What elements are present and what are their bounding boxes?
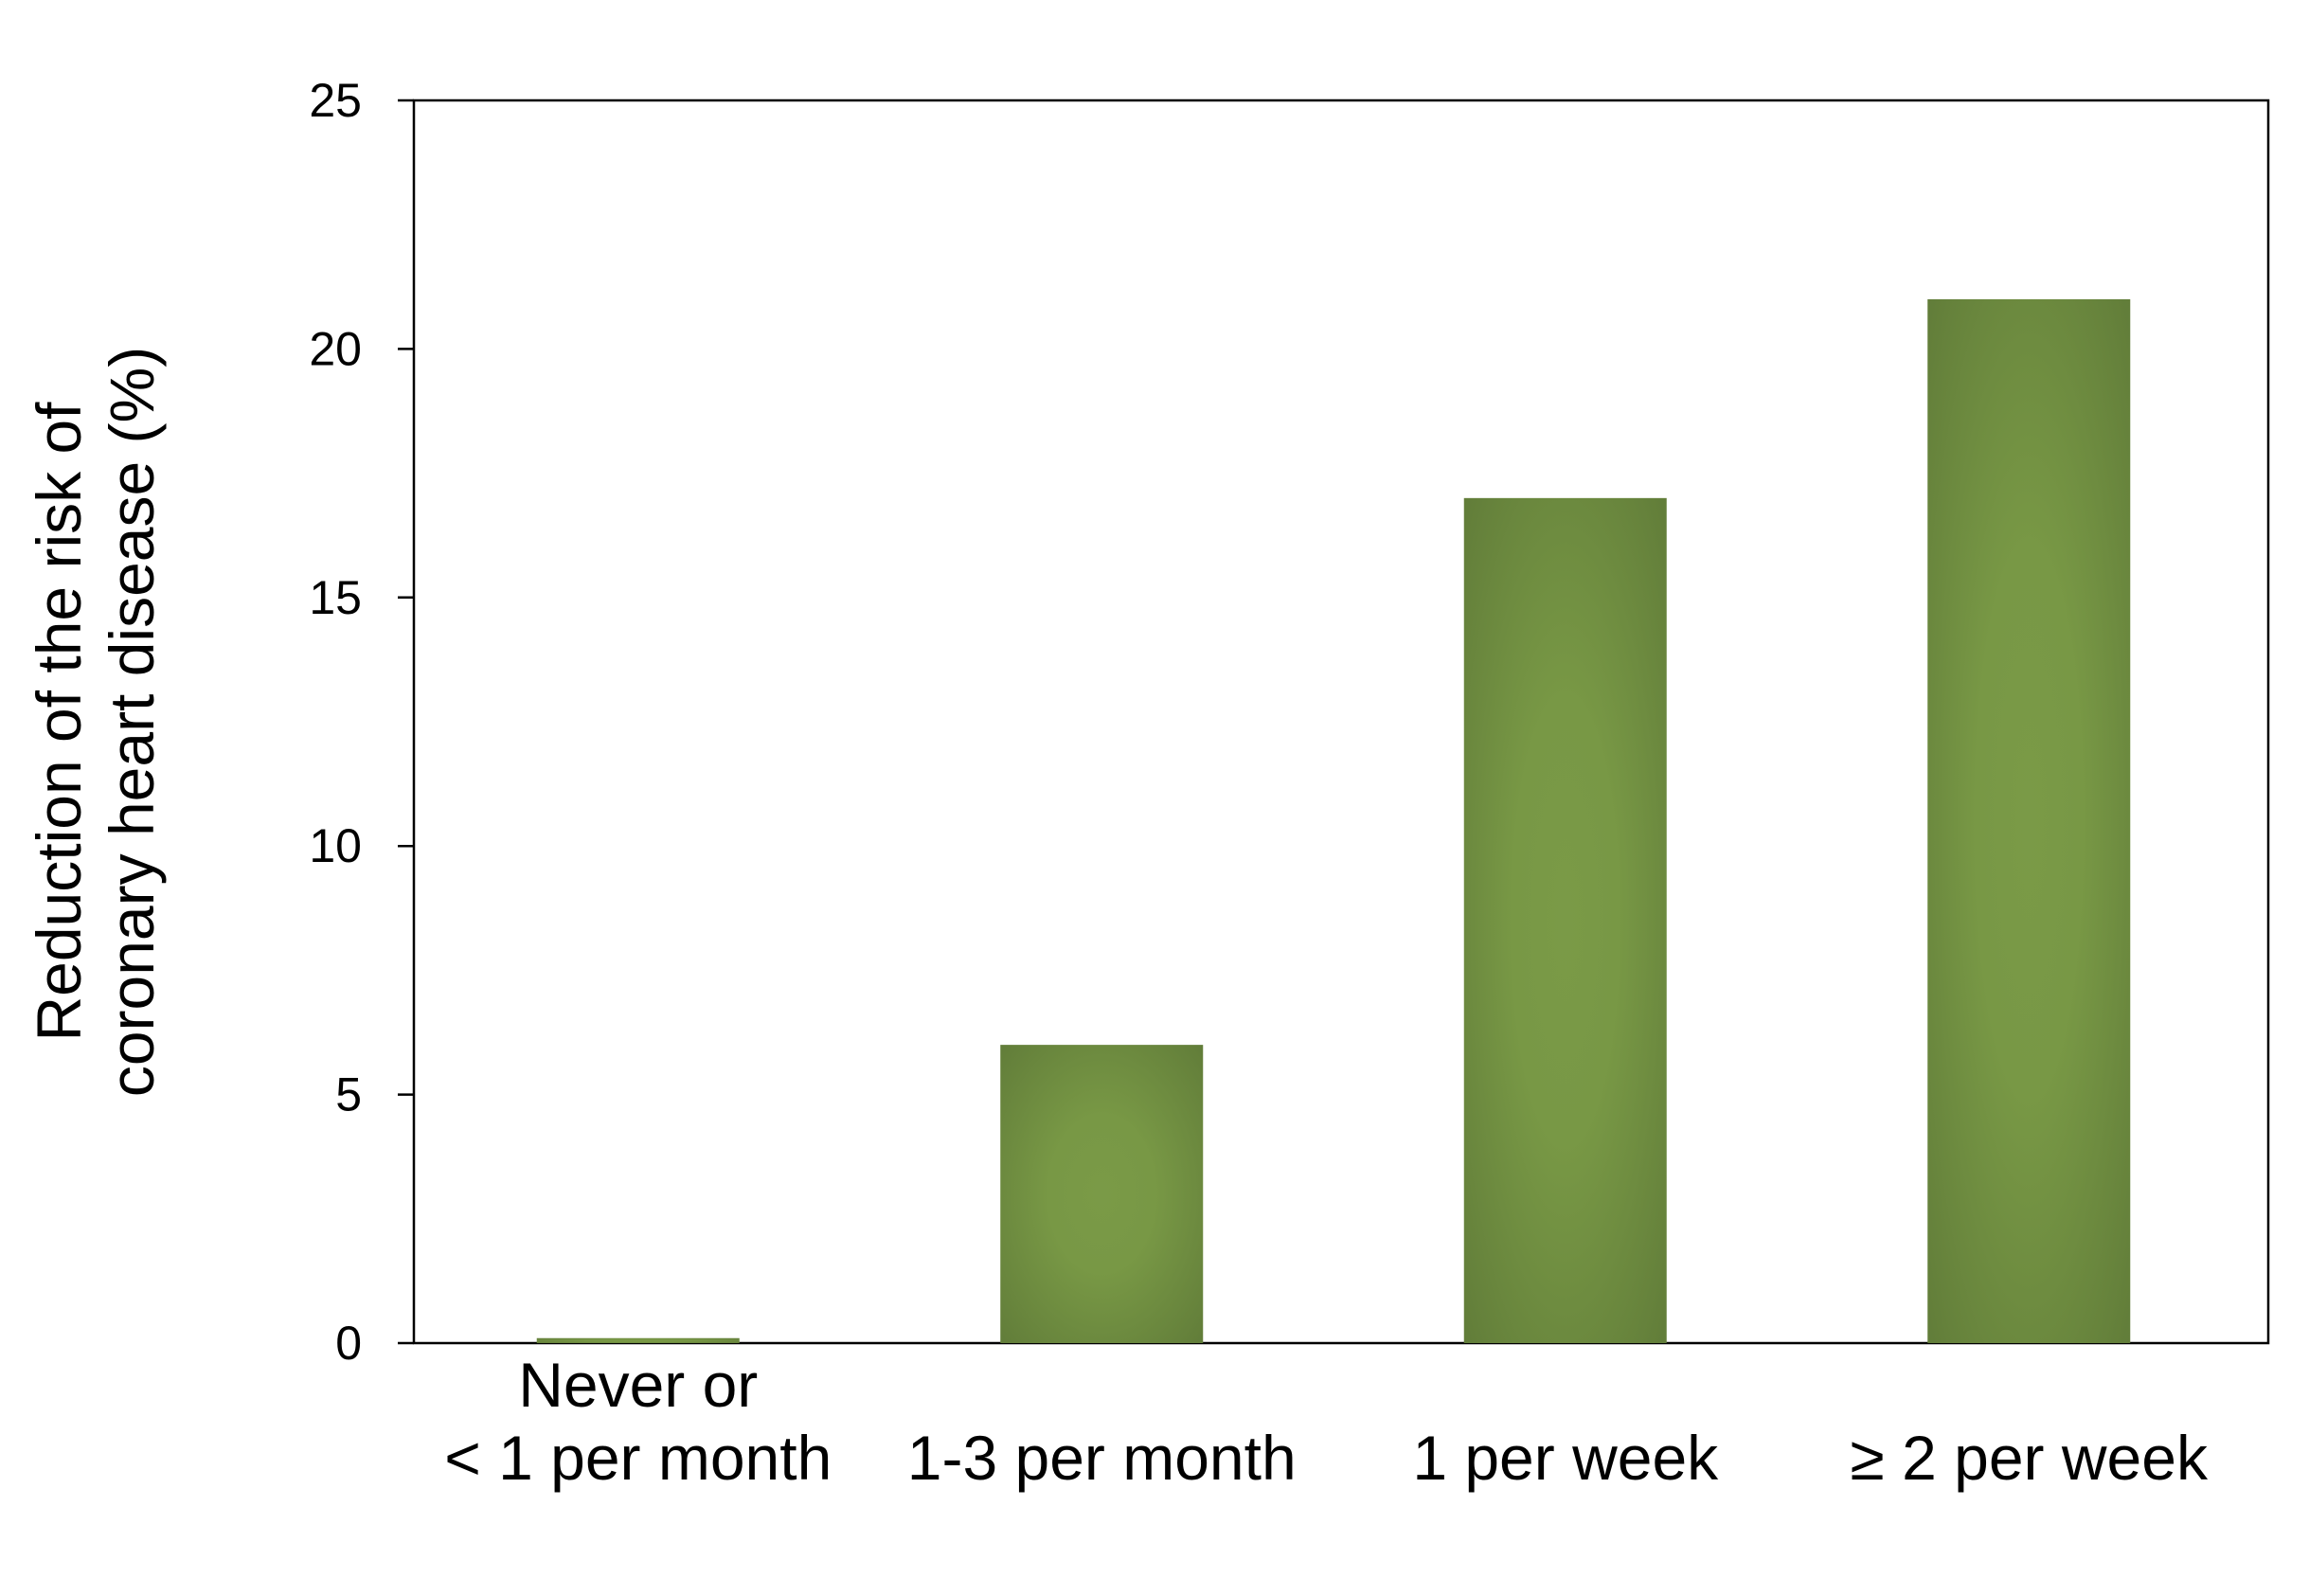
bars bbox=[536, 298, 2131, 1343]
y-tick-label: 25 bbox=[309, 74, 362, 127]
y-tick-label: 15 bbox=[309, 571, 362, 624]
y-axis-title: Reduction of the risk ofcoronary heart d… bbox=[24, 347, 167, 1097]
y-tick-label: 20 bbox=[309, 322, 362, 375]
y-tick-label: 5 bbox=[335, 1068, 362, 1121]
x-category-label: 1-3 per month bbox=[907, 1423, 1297, 1493]
y-axis-label: Reduction of the risk ofcoronary heart d… bbox=[24, 347, 167, 1097]
x-category-label: ≥ 2 per week bbox=[1851, 1423, 2209, 1493]
x-axis-category-labels: Never or < 1 per month 1-3 per month 1 per … bbox=[444, 1350, 2209, 1493]
plot-frame bbox=[412, 99, 2270, 1345]
y-tick-label: 10 bbox=[309, 819, 362, 872]
x-category-label: Never or < 1 per month bbox=[444, 1350, 832, 1493]
plot-border bbox=[412, 99, 2270, 1345]
bar bbox=[1000, 1045, 1204, 1343]
x-category-label: 1 per week bbox=[1412, 1423, 1719, 1493]
bar bbox=[1927, 298, 2131, 1343]
bar bbox=[536, 1337, 740, 1343]
bar bbox=[1463, 497, 1667, 1343]
y-axis-ticks: 0 5 10 15 20 25 bbox=[309, 74, 414, 1370]
y-tick-label: 0 bbox=[335, 1317, 362, 1370]
